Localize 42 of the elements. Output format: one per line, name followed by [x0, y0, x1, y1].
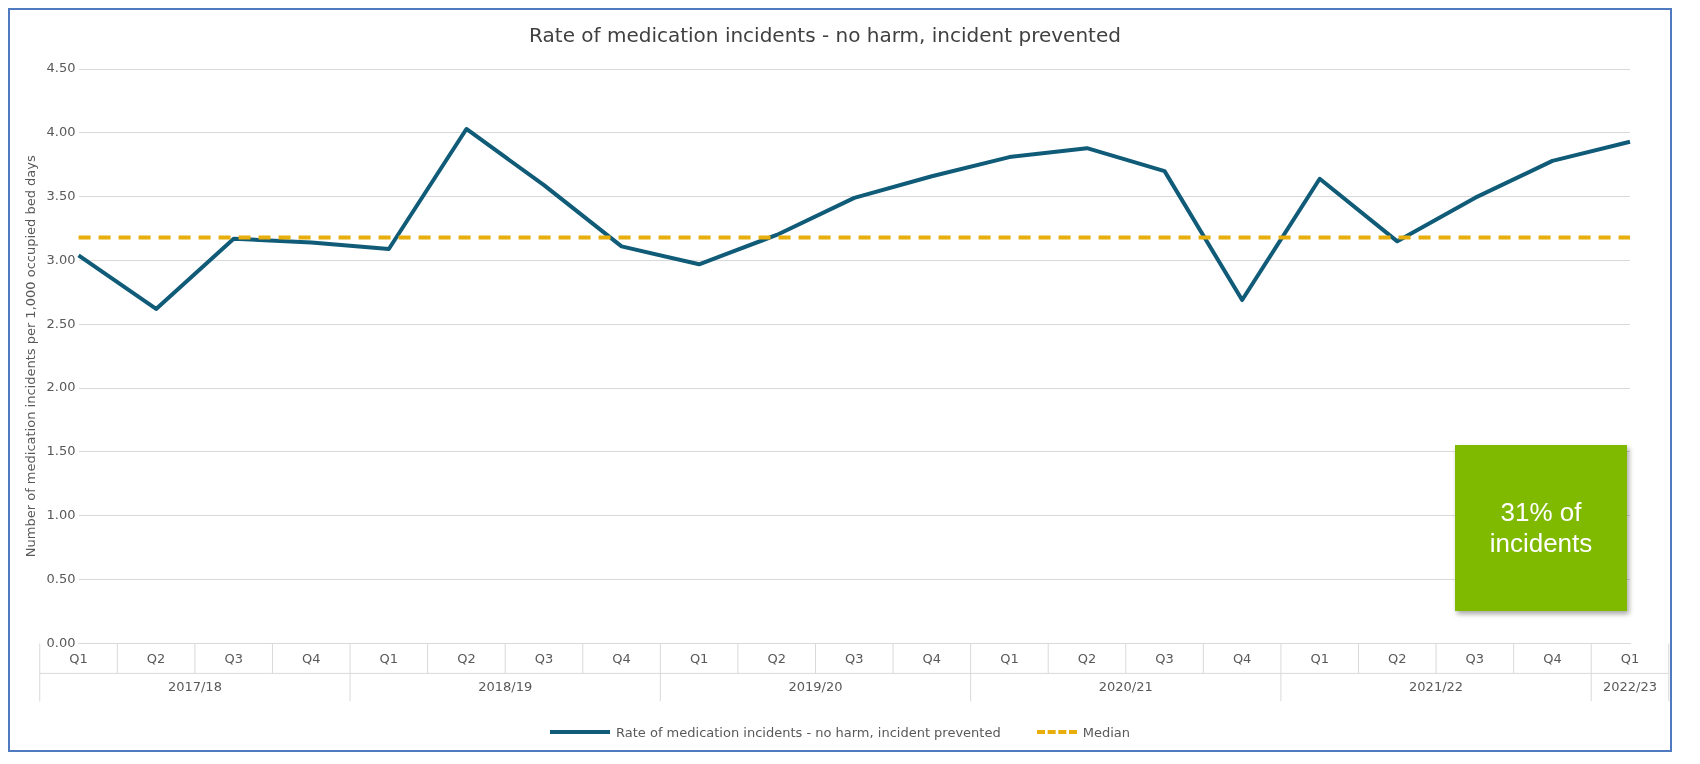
text: 2020/21: [1098, 678, 1153, 694]
x-tick-label: Q1: [379, 650, 399, 666]
y-tick-label: 1.50: [46, 443, 76, 459]
x-tick-label: Q1: [1000, 650, 1019, 666]
x-tick-label: Q3: [845, 650, 864, 666]
y-tick-label: 3.50: [46, 188, 76, 204]
y-tick-label: 0.00: [46, 634, 76, 650]
callout-box: 31% of incidents: [1455, 445, 1627, 611]
text: 2021/22: [1409, 678, 1464, 694]
legend-label: Median: [1082, 724, 1130, 740]
legend-label: Rate of medication incidents - no harm, incident prevented: [616, 724, 1001, 740]
y-axis-title: Number of medication incidents per 1,000 occupied bed days: [23, 155, 39, 558]
x-tick-label: Q4: [1232, 650, 1252, 666]
y-tick-label: 0.50: [46, 570, 76, 586]
x-tick-label: Q3: [224, 650, 243, 666]
text: 2022/23: [1602, 678, 1658, 694]
x-tick-label: Q1: [1620, 650, 1640, 666]
y-tick-label: 2.50: [46, 315, 76, 331]
x-tick-label: Q4: [302, 650, 321, 666]
chart-title: Rate of medication incidents - no harm, incident prevented: [529, 23, 1121, 48]
x-tick-label: Q1: [1310, 650, 1329, 666]
text: 2017/18: [167, 678, 222, 694]
x-tick-label: Q2: [146, 650, 166, 666]
x-tick-label: Q1: [69, 650, 88, 666]
x-tick-label: Q3: [1465, 650, 1485, 666]
text: 2019/20: [788, 678, 843, 694]
y-tick-label: 2.00: [46, 379, 76, 395]
x-tick-label: Q4: [922, 650, 942, 666]
text: 2018/19: [478, 678, 533, 694]
y-tick-label: 3.00: [46, 251, 76, 267]
x-tick-label: Q1: [689, 650, 709, 666]
y-tick-label: 1.00: [46, 507, 76, 523]
x-tick-label: Q2: [1388, 650, 1407, 666]
x-tick-label: Q4: [1543, 650, 1562, 666]
y-tick-label: 4.50: [46, 60, 76, 76]
x-tick-label: Q3: [534, 650, 554, 666]
x-tick-label: Q4: [612, 650, 631, 666]
x-tick-label: Q2: [1077, 650, 1097, 666]
x-tick-label: Q3: [1155, 650, 1174, 666]
x-tick-label: Q2: [457, 650, 476, 666]
y-tick-label: 4.00: [46, 124, 76, 140]
x-tick-label: Q2: [767, 650, 786, 666]
